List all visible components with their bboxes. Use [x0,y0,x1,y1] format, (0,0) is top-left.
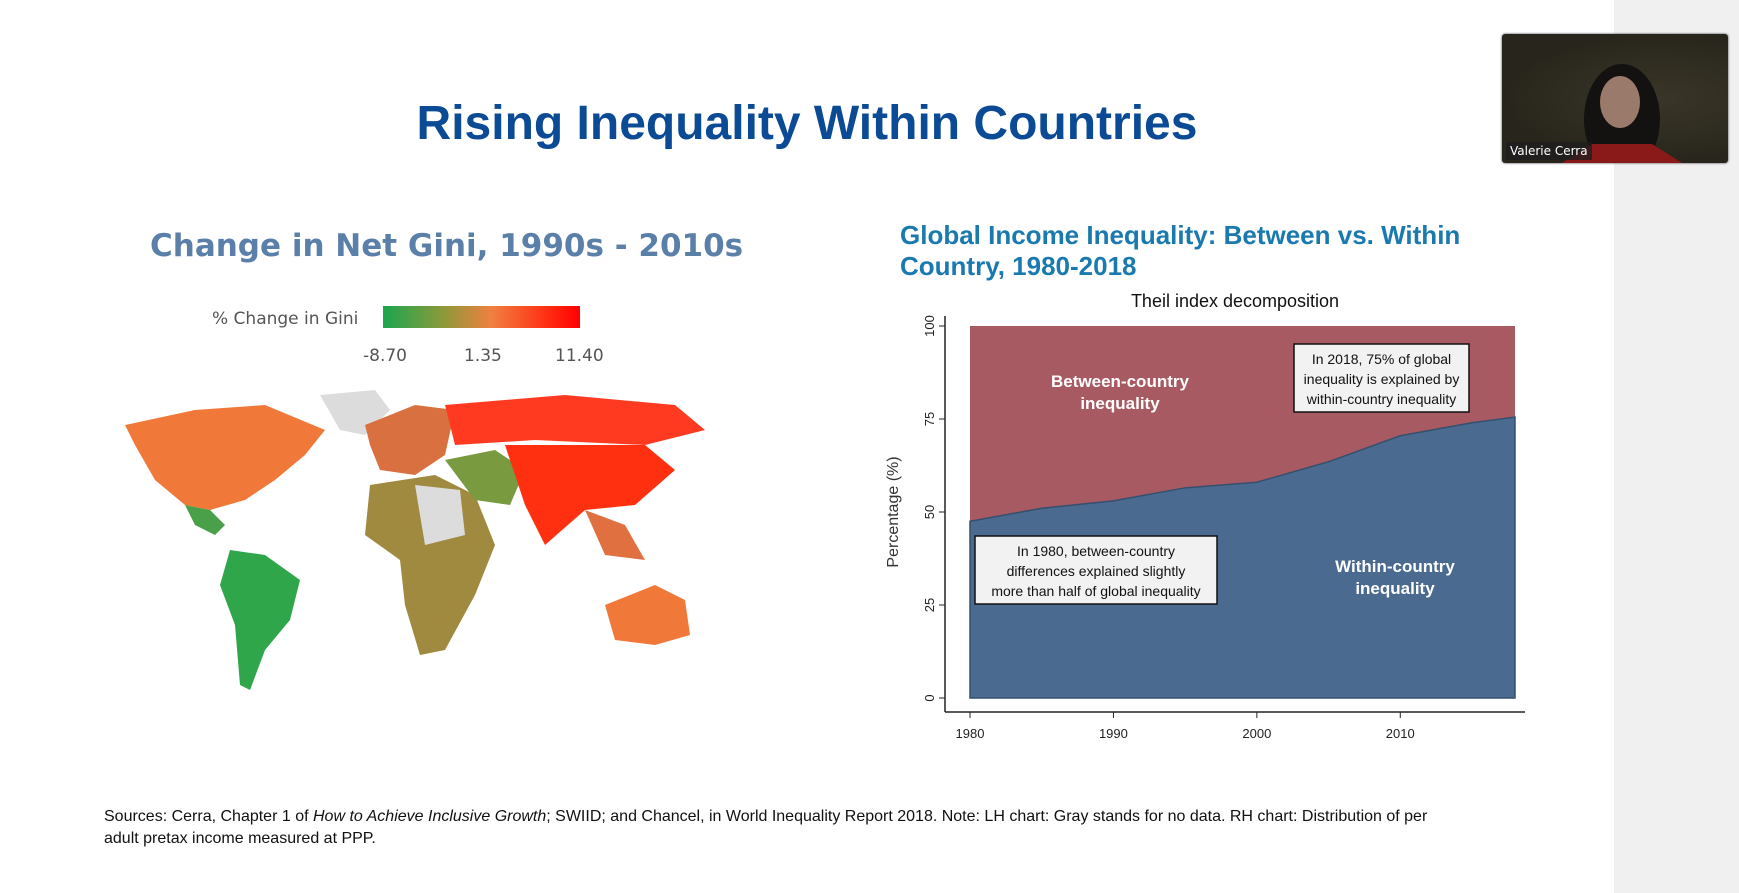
participant-name: Valerie Cerra [1506,142,1592,160]
within-country-label: inequality [1355,579,1435,598]
southeast-asia [585,510,645,560]
webcam-video-tile[interactable]: Valerie Cerra [1502,34,1728,163]
map-title: Change in Net Gini, 1990s - 2010s [150,228,744,264]
europe [365,405,455,475]
x-tick-label: 1990 [1099,726,1128,741]
slide: Rising Inequality Within Countries Chang… [104,0,1615,893]
annotation-2018-text: In 2018, 75% of global [1312,351,1451,367]
sources-note: Sources: Cerra, Chapter 1 of How to Achi… [104,806,1464,850]
participant-video [1562,64,1682,163]
annotation-2018-text: within-country inequality [1306,391,1456,407]
y-tick-label: 0 [922,694,937,701]
legend-mid: 1.35 [464,346,502,366]
between-country-label: Between-country [1051,372,1189,391]
australia [605,585,690,645]
annotation-1980-text: more than half of global inequality [991,583,1200,599]
legend-label: % Change in Gini [212,309,359,329]
world-choropleth-map [125,390,705,690]
annotation-1980-text: differences explained slightly [1007,563,1186,579]
x-tick-label: 2010 [1386,726,1415,741]
middle-east [445,450,525,505]
annotation-2018-box [1293,343,1470,413]
slide-title: Rising Inequality Within Countries [416,97,1198,150]
annotation-1980-box [974,535,1218,605]
y-tick-label: 100 [922,315,937,337]
y-tick-label: 25 [922,598,937,612]
russia [445,395,705,445]
legend-min: -8.70 [363,346,407,366]
between-country-label: inequality [1080,394,1160,413]
central-america [185,505,225,535]
sources-text: Sources: Cerra, Chapter 1 of [104,808,313,825]
theil-area-chart: Theil index decomposition 0 25 50 75 100 1980 1… [885,291,1525,741]
x-tick-label: 1980 [956,726,985,741]
chart-title: Global Income Inequality: Between vs. Wi… [900,220,1461,281]
annotation-1980-text: In 1980, between-country [1017,543,1175,559]
annotation-2018-text: inequality is explained by [1304,371,1460,387]
y-tick-label: 50 [922,505,937,519]
color-scale-bar [383,306,580,328]
area-within-country [969,416,1516,699]
north-america [125,405,325,510]
chart-plot-title: Theil index decomposition [1131,291,1339,311]
sources-book: How to Achieve Inclusive Growth [312,808,547,825]
legend-max: 11.40 [555,346,604,366]
africa-nodata [415,485,465,545]
asia [505,445,675,545]
y-axis-label: Percentage (%) [885,456,902,567]
y-tick-label: 75 [922,412,937,426]
sources-note-text: ; SWIID; and Chancel, in World Inequalit… [104,808,1428,847]
south-america [220,550,300,690]
within-country-label: Within-country [1335,557,1455,576]
x-tick-label: 2000 [1242,726,1271,741]
